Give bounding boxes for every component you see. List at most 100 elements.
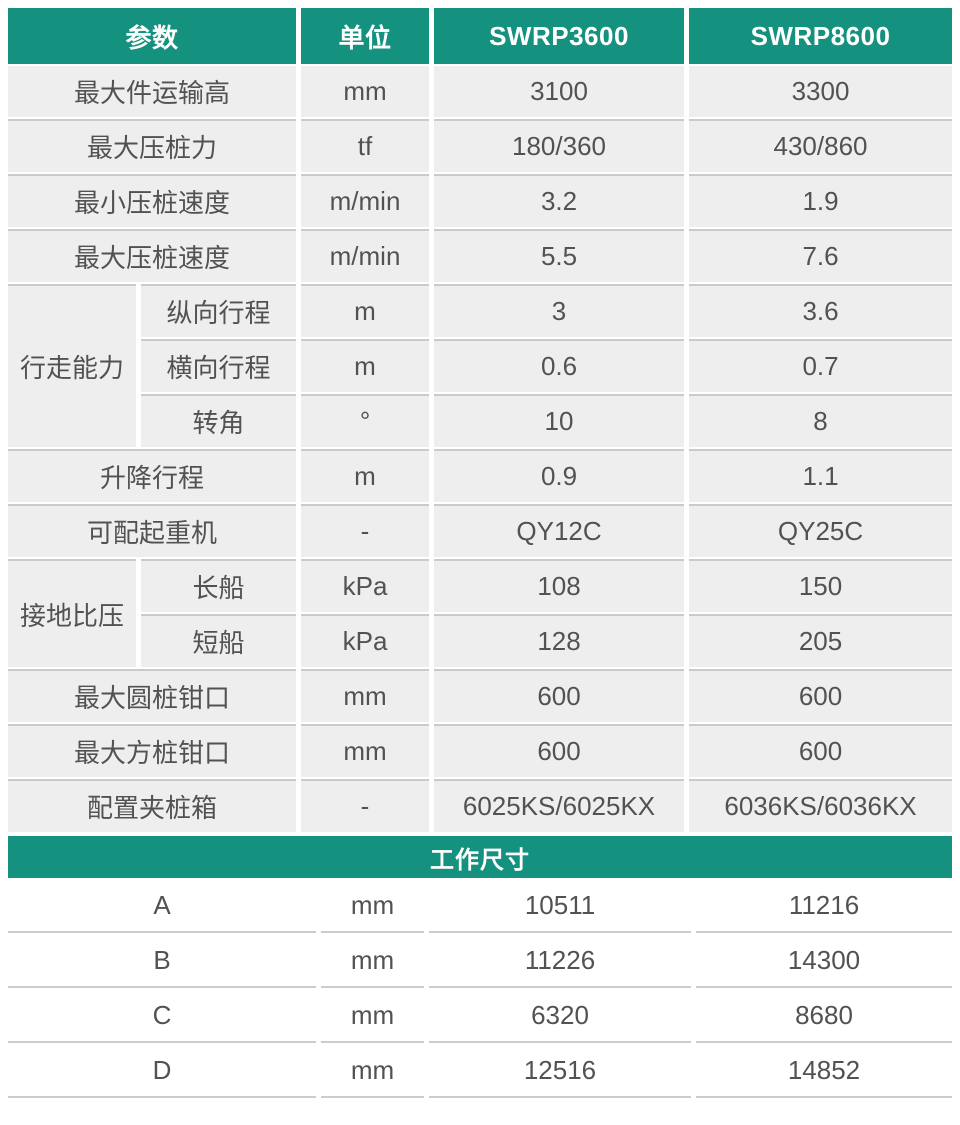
- value-swrp8600-cell: QY25C: [689, 504, 953, 557]
- spec-row: 最小压桩速度 m/min 3.2 1.9: [8, 174, 953, 227]
- value-swrp3600-cell: 180/360: [434, 119, 685, 172]
- param-cell: 最大方桩钳口: [8, 724, 297, 777]
- value-swrp8600-cell: 8: [689, 394, 953, 447]
- value-swrp3600-cell: 12516: [429, 1045, 691, 1098]
- value-swrp3600-cell: 3: [434, 284, 685, 337]
- unit-cell: mm: [321, 935, 424, 988]
- unit-cell: mm: [301, 66, 430, 117]
- value-swrp8600-cell: 600: [689, 669, 953, 722]
- value-swrp8600-cell: 205: [689, 614, 953, 667]
- spec-row: 横向行程 m 0.6 0.7: [8, 339, 953, 392]
- param-group-cell: 接地比压: [8, 559, 136, 667]
- param-cell: 可配起重机: [8, 504, 297, 557]
- value-swrp3600-cell: 6320: [429, 990, 691, 1043]
- header-unit: 单位: [301, 8, 430, 64]
- value-swrp8600-cell: 7.6: [689, 229, 953, 282]
- value-swrp8600-cell: 3300: [689, 66, 953, 117]
- value-swrp3600-cell: 3.2: [434, 174, 685, 227]
- value-swrp3600-cell: 10511: [429, 880, 691, 933]
- unit-cell: m: [301, 449, 430, 502]
- value-swrp8600-cell: 11216: [696, 880, 952, 933]
- param-cell: 配置夹桩箱: [8, 779, 297, 832]
- spec-row: 最大压桩速度 m/min 5.5 7.6: [8, 229, 953, 282]
- spec-row: 转角 ° 10 8: [8, 394, 953, 447]
- spec-row: 最大方桩钳口 mm 600 600: [8, 724, 953, 777]
- value-swrp8600-cell: 14300: [696, 935, 952, 988]
- spec-row: 接地比压 长船 kPa 108 150: [8, 559, 953, 667]
- section-title-work-dimensions: 工作尺寸: [8, 836, 952, 878]
- unit-cell: mm: [301, 669, 430, 722]
- value-swrp8600-cell: 600: [689, 724, 953, 777]
- spec-row: 升降行程 m 0.9 1.1: [8, 449, 953, 502]
- spec-row: 短船 kPa 128 205: [8, 614, 953, 667]
- value-swrp8600-cell: 1.9: [689, 174, 953, 227]
- param-sub-cell: 横向行程: [141, 339, 297, 392]
- value-swrp3600-cell: 128: [434, 614, 685, 667]
- param-sub-cell: 转角: [141, 394, 297, 447]
- header-model-swrp8600: SWRP8600: [689, 8, 953, 64]
- spec-table-header: 参数 单位 SWRP3600 SWRP8600: [8, 8, 953, 64]
- spec-row: 可配起重机 - QY12C QY25C: [8, 504, 953, 557]
- unit-cell: °: [301, 394, 430, 447]
- unit-cell: kPa: [301, 559, 430, 612]
- value-swrp8600-cell: 3.6: [689, 284, 953, 337]
- param-cell: 最小压桩速度: [8, 174, 297, 227]
- value-swrp3600-cell: 600: [434, 724, 685, 777]
- value-swrp3600-cell: 3100: [434, 66, 685, 117]
- header-row: 参数 单位 SWRP3600 SWRP8600: [8, 8, 953, 64]
- param-cell: 最大压桩速度: [8, 229, 297, 282]
- unit-cell: mm: [321, 990, 424, 1043]
- header-parameter: 参数: [8, 8, 297, 64]
- unit-cell: mm: [321, 880, 424, 933]
- value-swrp3600-cell: QY12C: [434, 504, 685, 557]
- spec-row: 行走能力 纵向行程 m 3 3.6: [8, 284, 953, 447]
- value-swrp8600-cell: 8680: [696, 990, 952, 1043]
- spec-row: 最大压桩力 tf 180/360 430/860: [8, 119, 953, 172]
- value-swrp3600-cell: 108: [434, 559, 685, 612]
- unit-cell: mm: [321, 1045, 424, 1098]
- param-cell: 最大件运输高: [8, 66, 297, 117]
- dimension-letter-cell: C: [8, 990, 316, 1043]
- value-swrp3600-cell: 0.6: [434, 339, 685, 392]
- param-sub-cell: 短船: [141, 614, 297, 667]
- dimension-letter-cell: D: [8, 1045, 316, 1098]
- value-swrp8600-cell: 0.7: [689, 339, 953, 392]
- unit-cell: -: [301, 779, 430, 832]
- unit-cell: m: [301, 284, 430, 337]
- param-cell: 升降行程: [8, 449, 297, 502]
- unit-cell: kPa: [301, 614, 430, 667]
- header-model-swrp3600: SWRP3600: [434, 8, 685, 64]
- spec-row: 最大圆桩钳口 mm 600 600: [8, 669, 953, 722]
- param-cell: 最大圆桩钳口: [8, 669, 297, 722]
- spec-sheet-page: 参数 单位 SWRP3600 SWRP8600 最大件运输高 mm 3100 3300…: [3, 8, 957, 1100]
- unit-cell: tf: [301, 119, 430, 172]
- param-sub-cell: 纵向行程: [141, 284, 297, 337]
- value-swrp8600-cell: 430/860: [689, 119, 953, 172]
- unit-cell: -: [301, 504, 430, 557]
- value-swrp3600-cell: 10: [434, 394, 685, 447]
- unit-cell: m: [301, 339, 430, 392]
- unit-cell: m/min: [301, 174, 430, 227]
- value-swrp3600-cell: 5.5: [434, 229, 685, 282]
- value-swrp8600-cell: 6036KS/6036KX: [689, 779, 953, 832]
- value-swrp8600-cell: 150: [689, 559, 953, 612]
- spec-row: 配置夹桩箱 -6025KS/6025KX 6036KS/6036KX: [8, 779, 953, 832]
- section-band-row: 工作尺寸: [8, 836, 952, 878]
- value-swrp3600-cell: 11226: [429, 935, 691, 988]
- value-swrp3600-cell: 0.9: [434, 449, 685, 502]
- value-swrp8600-cell: 1.1: [689, 449, 953, 502]
- unit-cell: m/min: [301, 229, 430, 282]
- value-swrp3600-cell: 600: [434, 669, 685, 722]
- unit-cell: mm: [301, 724, 430, 777]
- value-swrp8600-cell: 14852: [696, 1045, 952, 1098]
- param-cell: 最大压桩力: [8, 119, 297, 172]
- spec-row: 最大件运输高 mm 3100 3300: [8, 66, 953, 117]
- param-group-cell: 行走能力: [8, 284, 136, 447]
- dimension-letter-cell: B: [8, 935, 316, 988]
